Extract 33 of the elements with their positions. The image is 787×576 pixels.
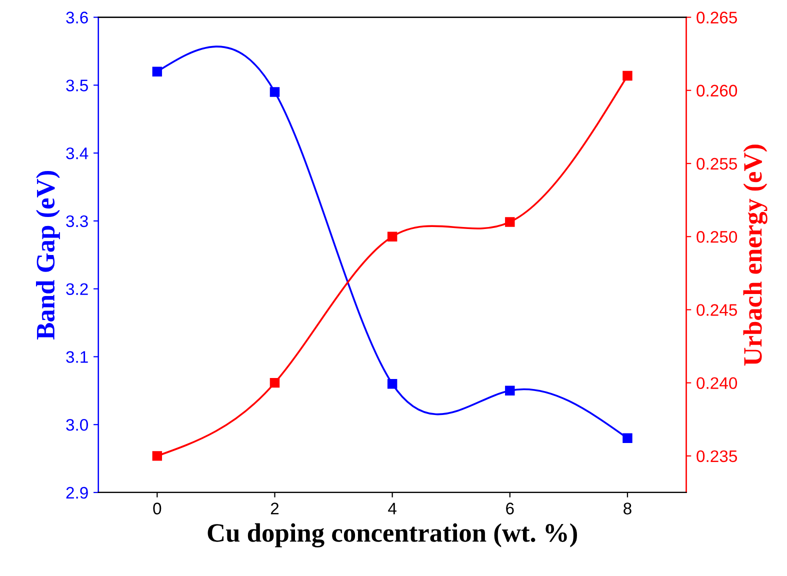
point xyxy=(387,379,398,389)
y-tick-label: 3.1 xyxy=(66,351,88,363)
y2-axis-title: Urbach energy (eV) xyxy=(743,144,768,366)
x-tick-label: 8 xyxy=(624,502,632,514)
point xyxy=(622,433,632,444)
x-axis-title: Cu doping concentration (wt. %) xyxy=(208,523,577,548)
x-tick-label: 2 xyxy=(270,502,279,514)
y2-tick-label: 0.260 xyxy=(696,84,738,97)
point xyxy=(152,451,162,461)
point xyxy=(505,386,515,396)
y-axis-title: Band Gap (eV) xyxy=(36,170,60,340)
y2-tick-label: 0.235 xyxy=(696,450,737,462)
y-tick-label: 2.9 xyxy=(66,486,88,499)
x-tick-label: 4 xyxy=(388,502,396,514)
y2-tick-label: 0.250 xyxy=(696,231,738,243)
point xyxy=(622,70,632,81)
y-tick-label: 3.0 xyxy=(66,418,88,431)
y2-tick-label: 0.265 xyxy=(696,12,737,24)
y-tick-label: 3.2 xyxy=(66,283,88,296)
point xyxy=(270,378,280,388)
point xyxy=(505,217,515,227)
y-tick-label: 3.3 xyxy=(66,215,88,228)
y2-tick-label: 0.255 xyxy=(696,158,737,170)
y2-tick-label: 0.240 xyxy=(696,377,738,390)
y-tick-label: 3.6 xyxy=(66,12,88,24)
point xyxy=(387,232,398,242)
x-tick-label: 6 xyxy=(506,502,514,514)
point xyxy=(270,87,280,97)
point xyxy=(152,66,162,76)
y-tick-label: 3.5 xyxy=(66,80,88,92)
y-tick-label: 3.4 xyxy=(66,147,88,160)
x-tick-label: 0 xyxy=(153,502,162,514)
y2-tick-label: 0.245 xyxy=(696,304,737,316)
